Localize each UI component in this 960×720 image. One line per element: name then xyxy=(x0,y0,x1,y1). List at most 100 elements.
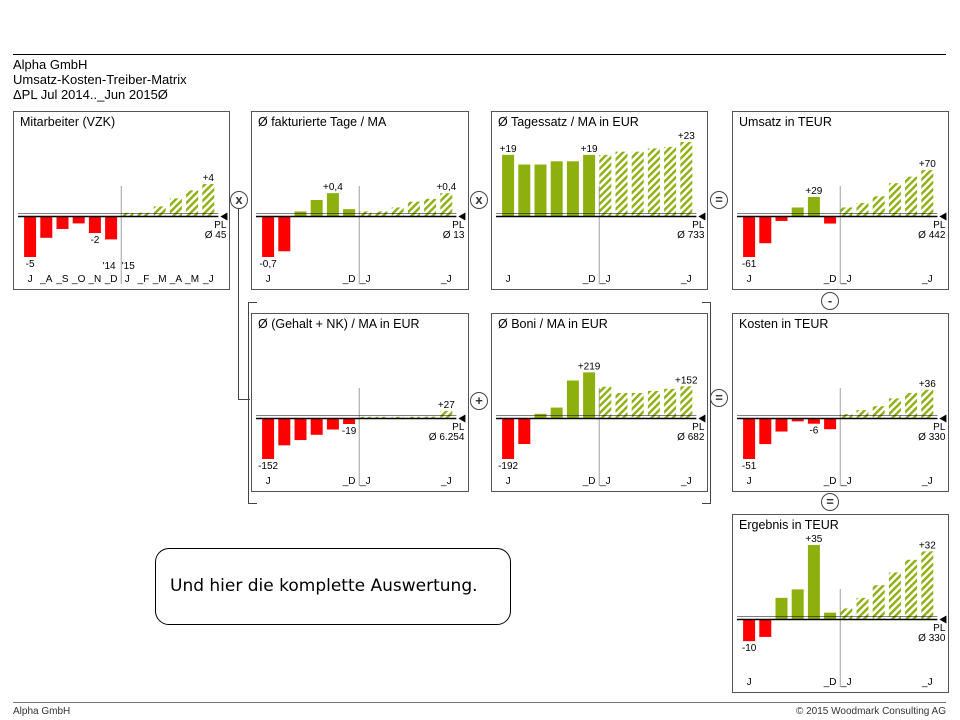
month-label: _A xyxy=(39,274,53,285)
forecast-bar-9 xyxy=(888,398,901,418)
data-label: +36 xyxy=(919,379,936,390)
pl-label: PL xyxy=(933,623,946,634)
chart-panel-gehalt: Ø (Gehalt + NK) / MA in EUR PL Ø 6.254 -15… xyxy=(251,313,469,492)
equals-operator-icon: = xyxy=(710,389,728,407)
header-rule xyxy=(13,54,946,55)
forecast-bar-10 xyxy=(186,190,199,216)
actual-bar-4 xyxy=(326,193,339,216)
equals-operator-icon: = xyxy=(821,493,839,511)
month-label: J xyxy=(266,274,271,285)
forecast-bar-6 xyxy=(840,414,853,418)
actual-bar-5 xyxy=(105,217,118,240)
chart-title: Ø fakturierte Tage / MA xyxy=(258,115,387,129)
chart-svg: PLØ 442-61+29+70J _D _J _J xyxy=(737,159,947,285)
data-label: +35 xyxy=(805,534,822,545)
month-label: _M xyxy=(184,274,199,285)
actual-bar-5 xyxy=(343,209,356,216)
forecast-bar-10 xyxy=(905,176,918,216)
actual-bar-3 xyxy=(550,161,563,216)
pl-marker-icon xyxy=(698,212,706,221)
chart-panel-ergebnis: Ergebnis in TEUR PL Ø 330 -10 +35 +32 J _D _J _J xyxy=(732,514,949,693)
actual-bar-3 xyxy=(72,217,85,224)
average-label: Ø 330 xyxy=(918,432,946,443)
forecast-bar-11 xyxy=(680,386,693,418)
actual-bar-0 xyxy=(24,217,37,257)
actual-bar-0 xyxy=(262,217,275,257)
month-label: _J xyxy=(840,274,852,285)
month-label: _J xyxy=(440,476,452,487)
forecast-bar-8 xyxy=(391,416,404,418)
actual-bar-1 xyxy=(278,217,291,252)
footer-company: Alpha GmbH xyxy=(13,706,71,717)
data-label: -0,7 xyxy=(259,259,277,270)
month-label: _D xyxy=(823,274,837,285)
connector-line xyxy=(238,206,239,399)
forecast-bar-7 xyxy=(137,212,150,216)
forecast-bar-8 xyxy=(391,207,404,216)
actual-bar-4 xyxy=(566,380,579,418)
minus-operator-icon: - xyxy=(821,292,839,310)
data-label: +27 xyxy=(438,400,455,411)
year-label: '15 xyxy=(122,261,135,272)
pl-marker-icon xyxy=(220,212,228,221)
month-label: J xyxy=(747,274,752,285)
forecast-bar-9 xyxy=(888,183,901,216)
average-label: Ø 330 xyxy=(918,633,946,644)
forecast-bar-8 xyxy=(631,393,644,418)
data-label: +4 xyxy=(203,173,215,184)
data-label: -51 xyxy=(742,461,757,472)
month-label: J xyxy=(506,274,511,285)
month-label: J xyxy=(747,677,752,688)
forecast-bar-7 xyxy=(375,416,388,418)
actual-bar-1 xyxy=(518,164,531,216)
average-label: Ø 682 xyxy=(677,432,705,443)
month-label: J xyxy=(28,274,33,285)
month-label: J xyxy=(125,274,130,285)
actual-bar-1 xyxy=(40,217,53,238)
month-label: _M xyxy=(152,274,167,285)
actual-bar-0 xyxy=(502,419,515,459)
forecast-bar-6 xyxy=(840,207,853,216)
chart-title: Umsatz in TEUR xyxy=(739,115,832,129)
forecast-bar-11 xyxy=(921,389,934,418)
actual-bar-4 xyxy=(807,419,820,424)
pl-marker-icon xyxy=(939,414,947,423)
pl-label: PL xyxy=(692,220,705,231)
average-label: Ø 13 xyxy=(443,230,465,241)
actual-bar-3 xyxy=(791,207,804,216)
month-label: _J xyxy=(921,274,933,285)
report-period: ΔPL Jul 2014.._Jun 2015Ø xyxy=(13,87,168,102)
actual-bar-1 xyxy=(759,419,772,445)
data-label: -192 xyxy=(498,461,518,472)
chart-svg: PLØ 733+19 +19+23J _D _J _J xyxy=(496,131,706,285)
year-label: '14 xyxy=(103,261,116,272)
chart-panel-mitarbeiter: Mitarbeiter (VZK) PL Ø 45 -5 -2 +4 J _A _S _O _N _… xyxy=(13,111,230,290)
actual-bar-2 xyxy=(56,217,69,229)
actual-bar-5 xyxy=(343,419,356,424)
month-label: _J xyxy=(840,476,852,487)
callout-box: Und hier die komplette Auswertung. xyxy=(155,548,511,625)
forecast-bar-9 xyxy=(407,201,420,216)
actual-bar-5 xyxy=(824,217,837,224)
actual-bar-4 xyxy=(807,545,820,619)
multiply-operator-icon: x xyxy=(470,191,488,209)
forecast-bar-11 xyxy=(440,410,453,418)
month-label: _J xyxy=(921,476,933,487)
forecast-bar-10 xyxy=(424,416,437,418)
month-label: _J xyxy=(202,274,214,285)
actual-bar-1 xyxy=(759,620,772,637)
average-label: Ø 6.254 xyxy=(429,432,465,443)
chart-title: Kosten in TEUR xyxy=(739,317,829,331)
data-label: -152 xyxy=(258,461,278,472)
forecast-bar-11 xyxy=(202,184,215,216)
actual-bar-1 xyxy=(518,419,531,444)
forecast-bar-11 xyxy=(440,193,453,216)
chart-title: Ø Boni / MA in EUR xyxy=(498,317,608,331)
forecast-bar-8 xyxy=(872,406,885,418)
equals-operator-icon: = xyxy=(710,191,728,209)
forecast-bar-9 xyxy=(407,416,420,418)
forecast-bar-6 xyxy=(359,416,372,418)
actual-bar-3 xyxy=(310,419,323,435)
average-label: Ø 733 xyxy=(677,230,705,241)
data-label: -6 xyxy=(809,426,818,437)
